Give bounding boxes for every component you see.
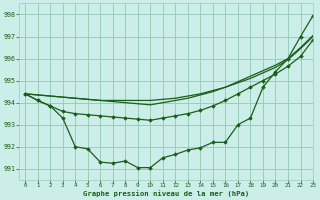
X-axis label: Graphe pression niveau de la mer (hPa): Graphe pression niveau de la mer (hPa): [83, 190, 249, 197]
